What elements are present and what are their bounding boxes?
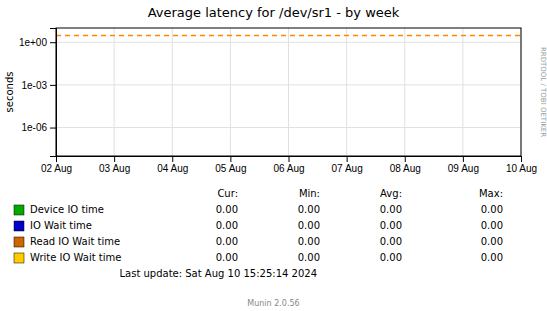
legend-label: IO Wait time [30, 220, 92, 231]
tick-label: 06 Aug [273, 163, 304, 174]
tick: 08 Aug [390, 156, 421, 174]
tick-label: 05 Aug [215, 163, 246, 174]
last-update: Last update: Sat Aug 10 15:25:14 2024 [119, 268, 317, 279]
tick: 09 Aug [448, 156, 479, 174]
axis-line [57, 157, 522, 163]
x-axis: 02 Aug 03 Aug 04 Aug 05 Aug 06 Aug 07 Aug 08 A… [41, 156, 537, 174]
tick: 05 Aug [215, 156, 246, 174]
tick-label: 04 Aug [157, 163, 188, 174]
table-header: Avg: [380, 188, 402, 199]
table-value: 0.00 [298, 204, 320, 215]
tick-mark [289, 156, 290, 162]
plot-frame [56, 28, 521, 156]
grid [56, 28, 521, 156]
legend-swatch [14, 237, 24, 247]
legend-swatch [14, 253, 24, 263]
tick: 1e+00 [19, 37, 56, 48]
title: Average latency for /dev/sr1 - by week [148, 5, 400, 20]
table-value: 0.00 [481, 252, 503, 263]
tick: 10 Aug [506, 156, 537, 174]
tick-label: 09 Aug [448, 163, 479, 174]
tick-label: 03 Aug [99, 163, 130, 174]
table-value: 0.00 [481, 236, 503, 247]
tick-mark [172, 156, 173, 162]
tick: 02 Aug [41, 156, 72, 174]
grid-line [462, 28, 463, 156]
reference-line [56, 35, 521, 37]
tick-label: 02 Aug [41, 163, 72, 174]
table-value: 0.00 [380, 204, 402, 215]
tick-label: 1e-03 [21, 80, 47, 91]
table-value: 0.00 [481, 220, 503, 231]
tick-mark [405, 156, 406, 162]
table-value: 0.00 [216, 220, 238, 231]
table-value: 0.00 [380, 236, 402, 247]
marks [56, 35, 521, 36]
tick-mark [521, 156, 522, 162]
tick-mark [347, 156, 348, 162]
tick-mark [50, 128, 56, 129]
plot: 02 Aug 03 Aug 04 Aug 05 Aug 06 Aug 07 Aug 08 A… [19, 28, 537, 174]
legend-swatch [14, 221, 24, 231]
tick: 1e-06 [21, 122, 56, 133]
tick-label: 1e-06 [21, 122, 47, 133]
legend-swatch [14, 205, 24, 215]
tick-mark [114, 156, 115, 162]
legend-label: Read IO Wait time [30, 236, 120, 247]
tick-mark [230, 156, 231, 162]
tick: 1e-03 [21, 80, 56, 91]
tick-label: 1e+00 [19, 37, 48, 48]
tick-label: 07 Aug [332, 163, 363, 174]
watermark: RRDTOOL / TOBI OETIKER [539, 47, 547, 137]
grid-line [114, 28, 115, 156]
table-value: 0.00 [298, 252, 320, 263]
tick-mark [50, 42, 56, 43]
grid-line [288, 28, 289, 156]
table-value: 0.00 [380, 220, 402, 231]
tick: 06 Aug [273, 156, 304, 174]
table-value: 0.00 [481, 204, 503, 215]
table-value: 0.00 [298, 236, 320, 247]
table-header: Min: [299, 188, 320, 199]
table-value: 0.00 [298, 220, 320, 231]
table-value: 0.00 [216, 252, 238, 263]
axis-line [50, 29, 57, 157]
tick-mark [463, 156, 464, 162]
grid-line [230, 28, 231, 156]
table-header: Cur: [217, 188, 238, 199]
legend-label: Device IO time [30, 204, 104, 215]
tick-label: 10 Aug [506, 163, 537, 174]
tick: 07 Aug [332, 156, 363, 174]
tick-mark [50, 85, 56, 86]
grid-line [346, 28, 347, 156]
tick: 03 Aug [99, 156, 130, 174]
y-axis: 1e-06 1e-03 1e+00 [19, 29, 57, 157]
legend-table: Cur: Min: Avg: Max: Device IO time 0.00 0.00 0.… [14, 188, 503, 263]
table-value: 0.00 [216, 204, 238, 215]
grid-line [172, 28, 173, 156]
legend-label: Write IO Wait time [30, 252, 121, 263]
table-value: 0.00 [216, 236, 238, 247]
chart: Average latency for /dev/sr1 - by week 02… [0, 0, 547, 311]
table-header: Max: [479, 188, 503, 199]
table-value: 0.00 [380, 252, 402, 263]
footer: Munin 2.0.56 [247, 299, 299, 308]
tick: 04 Aug [157, 156, 188, 174]
grid-line [404, 28, 405, 156]
tick-label: 08 Aug [390, 163, 421, 174]
y-axis-title: seconds [4, 72, 15, 113]
